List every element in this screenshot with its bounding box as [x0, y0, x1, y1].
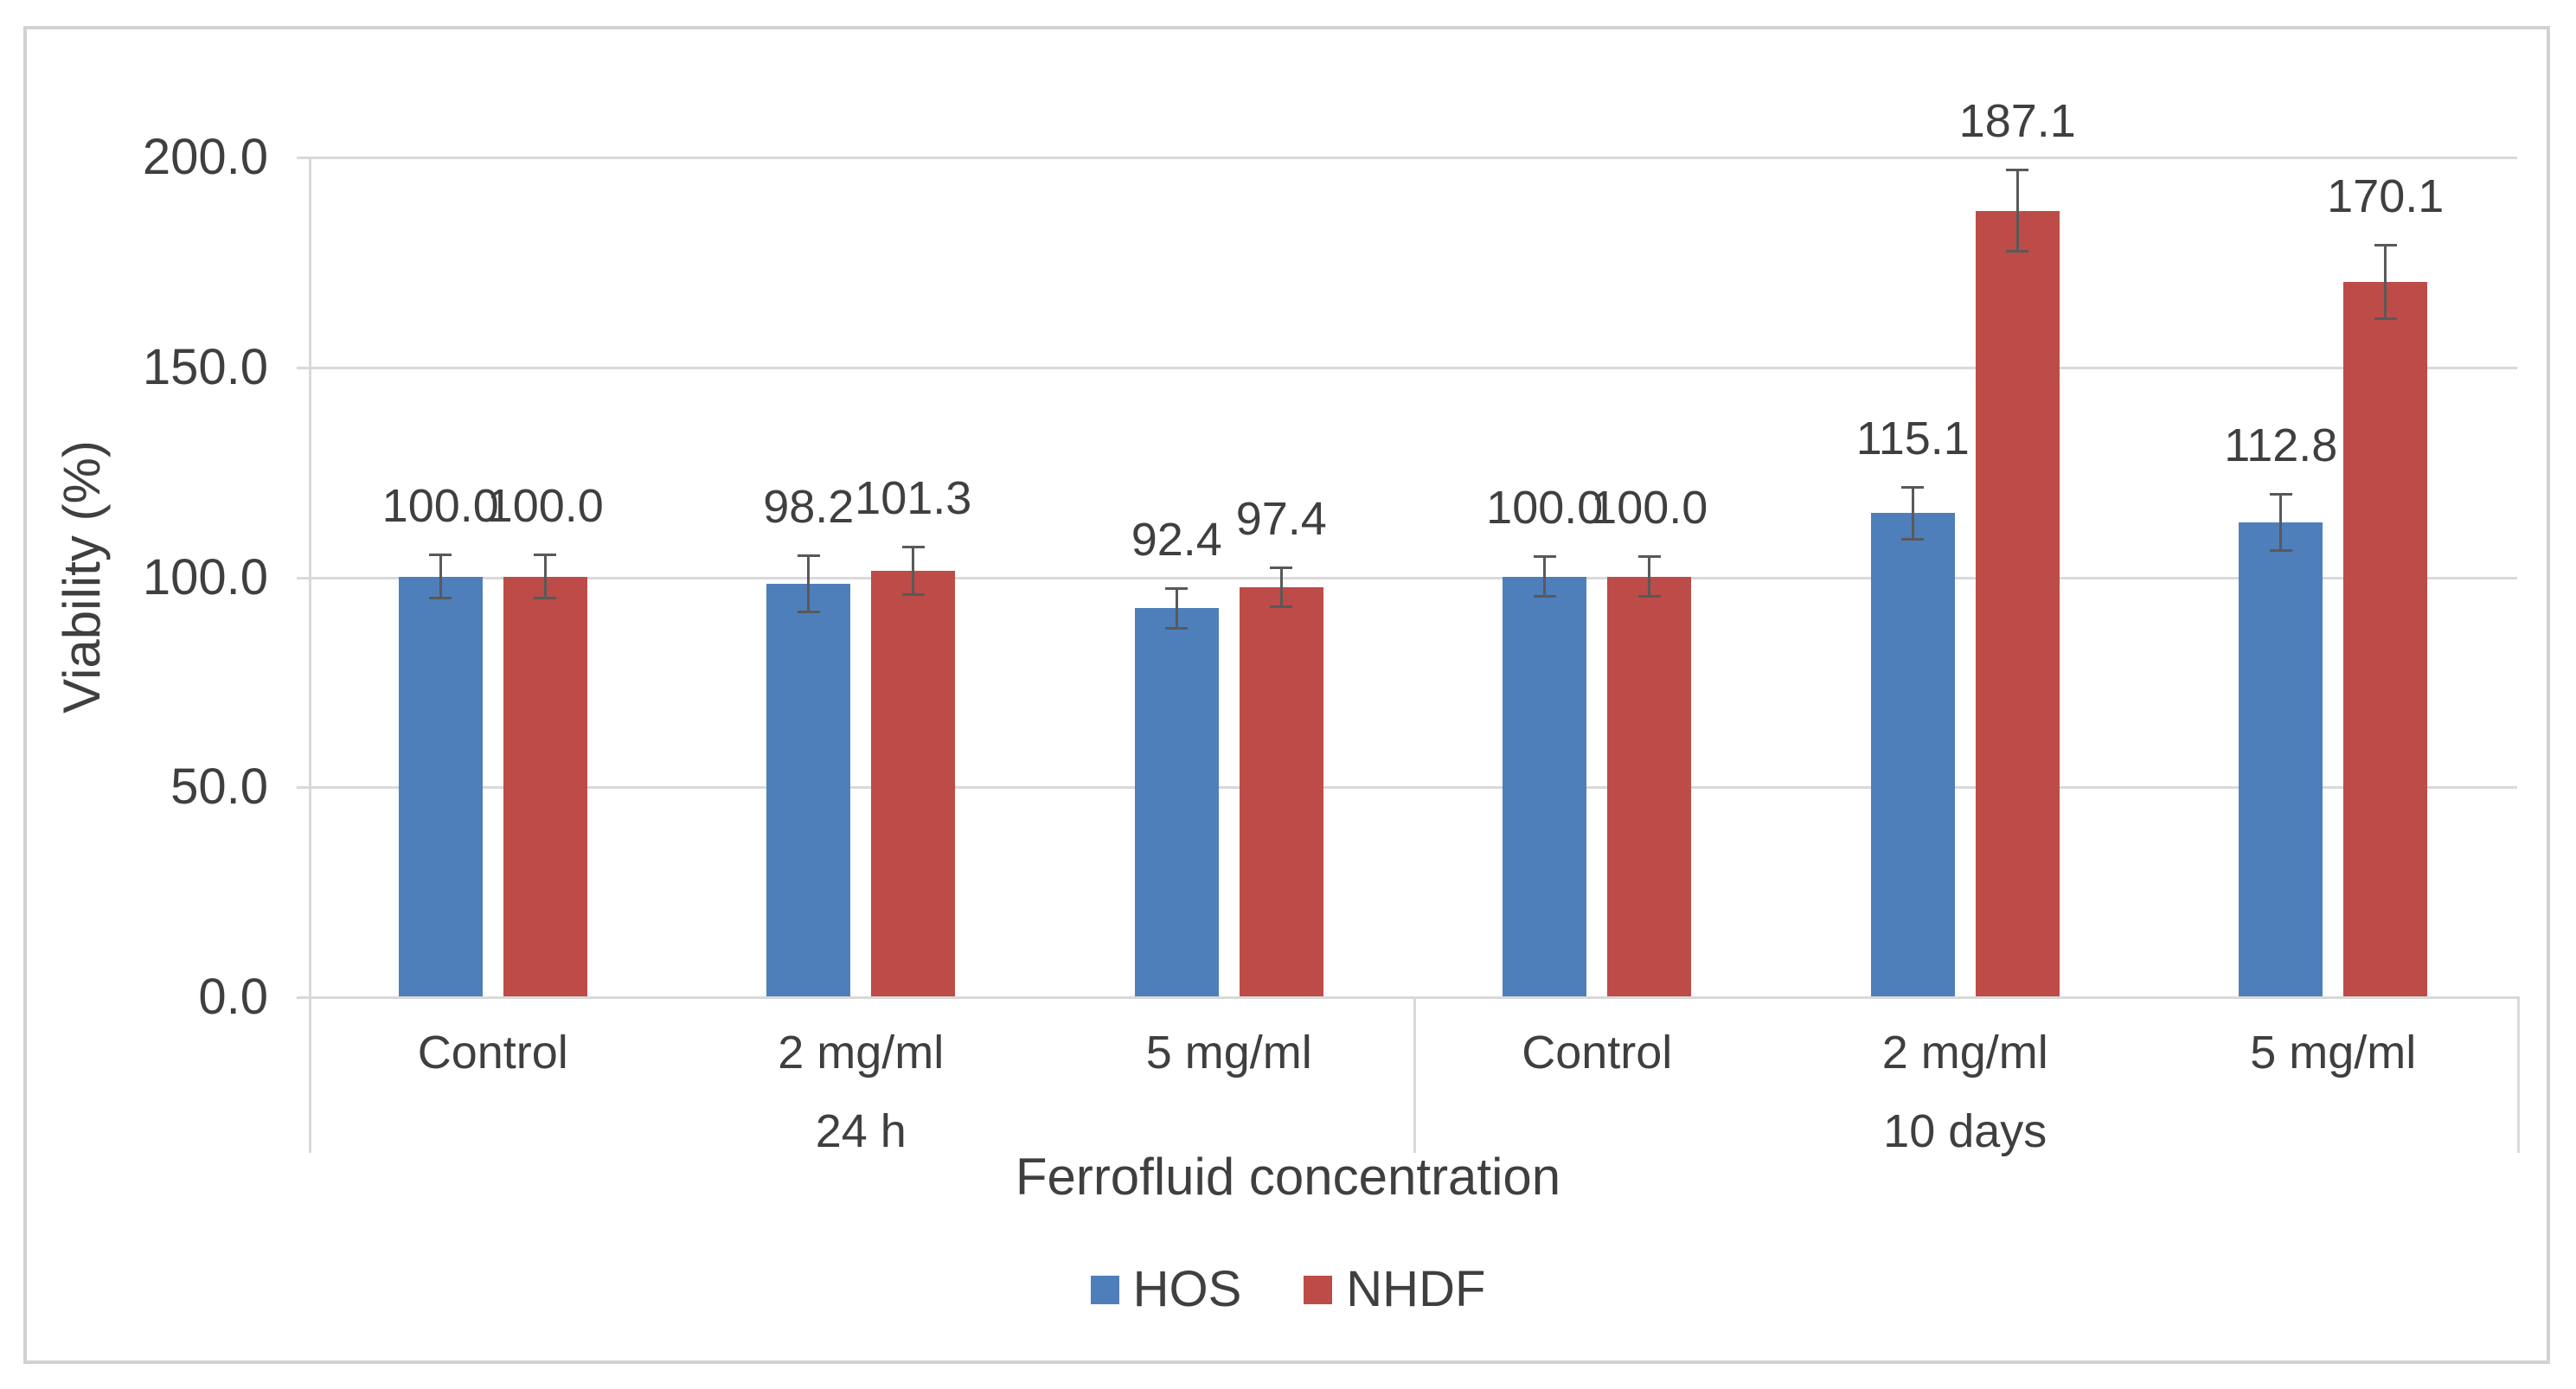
- data-label: 100.0: [381, 479, 499, 532]
- error-bar: [1175, 587, 1178, 630]
- category-separator: [309, 996, 311, 1153]
- error-bar: [1911, 485, 1914, 541]
- error-bar: [2384, 244, 2387, 320]
- data-label: 112.8: [2224, 419, 2338, 472]
- bar-hos: [1134, 608, 1219, 996]
- error-bar: [2279, 493, 2283, 553]
- y-axis-tick: [297, 576, 309, 579]
- data-label: 115.1: [1855, 412, 1970, 464]
- category-label: Control: [417, 1027, 568, 1079]
- error-bar: [1279, 566, 1283, 609]
- category-label: 5 mg/ml: [1145, 1027, 1312, 1079]
- error-bar: [439, 553, 442, 600]
- error-bar-cap: [2269, 493, 2292, 496]
- error-bar-cap: [1270, 566, 1293, 569]
- error-bar-cap: [534, 597, 557, 600]
- error-bar-cap: [429, 597, 452, 600]
- bar-nhdf: [1975, 210, 2060, 996]
- error-bar: [2015, 169, 2019, 253]
- bar-nhdf: [871, 571, 956, 996]
- legend-swatch-nhdf: [1304, 1275, 1333, 1304]
- category-separator: [1413, 996, 1416, 1153]
- y-axis-tick: [297, 996, 309, 999]
- bar-hos: [2239, 522, 2323, 996]
- y-tick-label: 200.0: [142, 129, 268, 185]
- legend: HOS NHDF: [0, 1261, 2576, 1318]
- data-label: 187.1: [1958, 95, 2076, 148]
- y-axis-tick: [297, 157, 309, 159]
- error-bar-cap: [1165, 626, 1189, 630]
- legend-item-nhdf: NHDF: [1304, 1261, 1485, 1318]
- legend-item-hos: HOS: [1090, 1261, 1242, 1318]
- y-tick-label: 150.0: [142, 338, 268, 395]
- gridline: [309, 157, 2517, 159]
- y-axis-tick: [297, 366, 309, 369]
- group-label: 24 h: [815, 1105, 907, 1157]
- bar-nhdf: [1607, 576, 1692, 996]
- error-bar-cap: [2006, 169, 2029, 172]
- bar-nhdf: [503, 576, 587, 996]
- category-label: Control: [1522, 1027, 1673, 1079]
- y-axis-line: [309, 157, 311, 996]
- error-bar-cap: [1533, 594, 1556, 598]
- y-tick-label: 0.0: [198, 969, 268, 1025]
- category-label: 2 mg/ml: [778, 1027, 945, 1079]
- error-bar-cap: [901, 593, 925, 597]
- error-bar-cap: [2006, 250, 2029, 253]
- gridline: [309, 366, 2517, 369]
- category-label: 5 mg/ml: [2250, 1027, 2417, 1079]
- error-bar-cap: [2269, 549, 2292, 553]
- bar-hos: [1503, 576, 1587, 996]
- bar-hos: [398, 576, 483, 996]
- error-bar-cap: [2374, 244, 2397, 247]
- gridline: [309, 786, 2517, 790]
- gridline: [309, 576, 2517, 579]
- error-bar-cap: [429, 553, 452, 556]
- bar-hos: [766, 584, 851, 996]
- data-label: 98.2: [763, 481, 855, 534]
- error-bar: [1648, 555, 1651, 598]
- error-bar-cap: [1901, 537, 1925, 541]
- data-label: 100.0: [1486, 482, 1604, 534]
- category-label: 2 mg/ml: [1881, 1027, 2048, 1079]
- y-tick-label: 50.0: [170, 759, 268, 816]
- error-bar: [1543, 555, 1547, 598]
- data-label: 101.3: [855, 472, 972, 525]
- legend-swatch-hos: [1090, 1275, 1119, 1304]
- bar-nhdf: [1239, 587, 1323, 996]
- error-bar-cap: [1270, 605, 1293, 609]
- error-bar: [807, 554, 811, 614]
- error-bar-cap: [1637, 594, 1661, 598]
- y-axis-tick: [297, 786, 309, 790]
- bar-hos: [1870, 513, 1955, 996]
- error-bar-cap: [797, 554, 820, 558]
- y-axis-title: Viability (%): [53, 440, 111, 714]
- error-bar-cap: [534, 553, 557, 556]
- legend-label: HOS: [1132, 1261, 1242, 1317]
- group-label: 10 days: [1883, 1105, 2047, 1157]
- y-tick-label: 100.0: [142, 548, 268, 605]
- x-axis-title: Ferrofluid concentration: [1015, 1148, 1561, 1206]
- error-bar-cap: [1165, 587, 1189, 591]
- data-label: 100.0: [1591, 482, 1708, 534]
- data-label: 100.0: [486, 479, 604, 532]
- data-label: 97.4: [1235, 492, 1327, 545]
- bar-nhdf: [2343, 282, 2428, 996]
- error-bar-cap: [797, 611, 820, 614]
- data-label: 170.1: [2327, 170, 2445, 223]
- error-bar-cap: [1901, 485, 1925, 489]
- error-bar: [543, 553, 547, 600]
- error-bar-cap: [2374, 317, 2397, 320]
- category-separator: [2517, 996, 2520, 1153]
- error-bar: [912, 546, 915, 597]
- data-label: 92.4: [1131, 514, 1222, 566]
- legend-label: NHDF: [1346, 1261, 1486, 1317]
- error-bar-cap: [1637, 555, 1661, 559]
- error-bar-cap: [1533, 555, 1556, 559]
- error-bar-cap: [901, 546, 925, 549]
